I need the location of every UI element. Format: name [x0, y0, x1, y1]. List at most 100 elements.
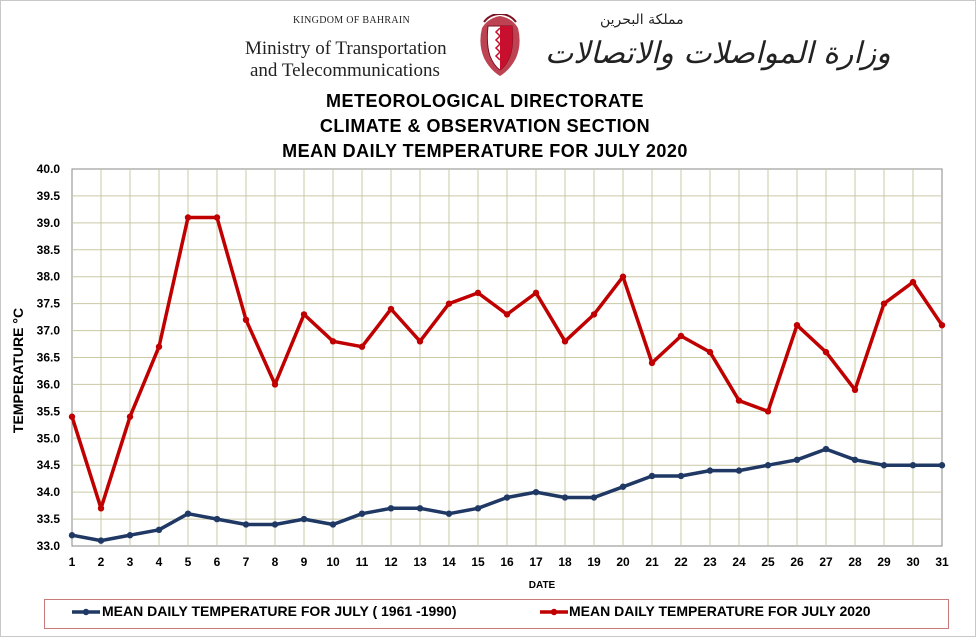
data-point-normal	[822, 445, 830, 453]
data-point-2020	[184, 214, 192, 221]
data-point-2020	[300, 311, 308, 318]
data-point-2020	[416, 338, 424, 345]
data-point-2020	[387, 305, 395, 313]
data-point-normal	[764, 462, 772, 469]
data-point-normal	[648, 472, 656, 480]
data-point-2020	[97, 505, 105, 512]
data-point-2020	[706, 348, 714, 356]
data-point-normal	[271, 521, 279, 528]
x-tick-label: 22	[674, 555, 688, 569]
data-point-normal	[938, 462, 946, 469]
x-tick-label: 29	[877, 555, 891, 569]
title-line-1: METEOROLOGICAL DIRECTORATE	[325, 91, 644, 111]
data-point-2020	[909, 278, 917, 286]
data-point-2020	[619, 273, 627, 280]
y-tick-label: 34.5	[37, 458, 61, 472]
data-point-2020	[880, 300, 888, 307]
data-point-2020	[358, 343, 366, 350]
chart-legend	[44, 599, 949, 629]
data-point-2020	[503, 311, 511, 318]
y-tick-label: 33.5	[37, 512, 61, 526]
y-tick-label: 33.0	[37, 539, 61, 553]
data-point-normal	[474, 505, 482, 512]
x-tick-label: 25	[761, 555, 775, 569]
data-point-normal	[416, 505, 424, 512]
data-point-2020	[822, 348, 830, 356]
data-point-2020	[271, 381, 279, 388]
x-tick-label: 6	[214, 555, 221, 569]
data-point-2020	[474, 289, 482, 297]
data-point-2020	[242, 316, 250, 323]
arabic-kingdom-label: مملكة البحرين	[600, 12, 684, 28]
data-point-normal	[387, 505, 395, 512]
bahrain-emblem-icon	[480, 14, 520, 76]
data-point-normal	[735, 467, 743, 474]
x-tick-label: 10	[326, 555, 340, 569]
data-point-normal	[358, 510, 366, 517]
data-point-2020	[793, 321, 801, 329]
data-point-normal	[677, 472, 685, 480]
x-tick-label: 9	[301, 555, 308, 569]
data-point-2020	[155, 343, 163, 350]
data-point-normal	[68, 532, 76, 539]
x-tick-label: 18	[558, 555, 572, 569]
data-point-2020	[851, 386, 859, 394]
x-tick-label: 20	[616, 555, 630, 569]
y-tick-label: 38.5	[37, 243, 61, 257]
x-axis-label: DATE	[529, 580, 556, 591]
y-tick-label: 37.0	[37, 324, 61, 338]
data-point-normal	[793, 456, 801, 464]
data-point-normal	[242, 521, 250, 528]
ministry-name-line2: and Telecommunications	[250, 60, 440, 81]
data-point-normal	[503, 494, 511, 501]
y-axis-label: TEMPERATURE °C	[10, 308, 26, 433]
data-point-normal	[532, 488, 540, 496]
data-point-2020	[445, 300, 453, 307]
y-tick-label: 36.5	[37, 351, 61, 365]
x-tick-label: 8	[272, 555, 279, 569]
data-point-2020	[213, 214, 221, 221]
data-point-2020	[561, 338, 569, 345]
data-point-normal	[619, 483, 627, 490]
x-tick-label: 17	[529, 555, 543, 569]
x-tick-label: 13	[413, 555, 427, 569]
x-tick-label: 24	[732, 555, 746, 569]
data-point-normal	[590, 494, 598, 501]
x-tick-label: 7	[243, 555, 250, 569]
x-tick-label: 5	[185, 555, 192, 569]
chart-title: MEAN DAILY TEMPERATURE FOR JULY 2020	[282, 141, 688, 161]
data-point-normal	[880, 462, 888, 469]
data-point-2020	[938, 321, 946, 329]
y-tick-label: 39.0	[37, 216, 61, 230]
arabic-ministry-name: وزارة المواصلات والاتصالات	[545, 36, 891, 71]
data-point-normal	[445, 510, 453, 517]
legend-marker-2020	[550, 608, 558, 616]
legend-label-2020: MEAN DAILY TEMPERATURE FOR JULY 2020	[569, 603, 871, 619]
data-point-normal	[300, 515, 308, 523]
data-point-2020	[677, 332, 685, 340]
data-point-normal	[329, 521, 337, 528]
legend-label-normal: MEAN DAILY TEMPERATURE FOR JULY ( 1961 -…	[102, 603, 457, 619]
y-tick-label: 37.5	[37, 297, 61, 311]
x-tick-label: 15	[471, 555, 485, 569]
data-point-normal	[155, 526, 163, 534]
x-tick-label: 31	[935, 555, 949, 569]
x-tick-label: 16	[500, 555, 514, 569]
data-point-normal	[706, 467, 714, 474]
x-tick-label: 19	[587, 555, 601, 569]
legend-marker-normal	[82, 608, 90, 616]
y-tick-label: 40.0	[37, 162, 61, 176]
x-tick-label: 4	[156, 555, 163, 569]
data-point-normal	[851, 456, 859, 464]
data-point-normal	[909, 462, 917, 469]
ministry-name-line1: Ministry of Transportation	[245, 38, 447, 59]
data-point-2020	[532, 289, 540, 297]
y-tick-label: 39.5	[37, 189, 61, 203]
x-tick-label: 12	[384, 555, 398, 569]
x-tick-label: 30	[906, 555, 920, 569]
data-point-2020	[68, 413, 76, 420]
y-tick-label: 35.0	[37, 431, 61, 445]
data-point-normal	[97, 537, 105, 544]
x-tick-label: 14	[442, 555, 456, 569]
x-tick-label: 23	[703, 555, 717, 569]
